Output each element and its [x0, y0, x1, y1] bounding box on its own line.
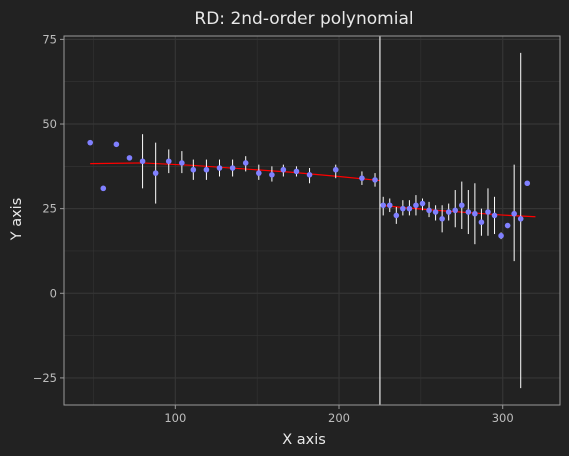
- x-tick-label: 300: [492, 411, 514, 425]
- data-point: [190, 166, 197, 173]
- data-point: [485, 209, 491, 215]
- y-tick-label: 50: [42, 117, 57, 131]
- y-tick-label: −25: [33, 371, 57, 385]
- data-point: [113, 141, 120, 148]
- data-point: [432, 209, 439, 215]
- data-point: [139, 158, 146, 165]
- data-point: [269, 171, 275, 178]
- data-point: [179, 160, 185, 166]
- y-tick-label: 0: [50, 286, 57, 300]
- data-point: [255, 170, 262, 176]
- data-point: [380, 202, 387, 209]
- data-point: [280, 166, 287, 173]
- data-point: [372, 177, 378, 183]
- data-point: [498, 232, 504, 239]
- x-axis-title: X axis: [282, 432, 326, 448]
- data-point: [504, 222, 511, 229]
- data-point: [165, 158, 172, 165]
- data-point: [491, 212, 498, 219]
- data-point: [386, 202, 393, 209]
- y-tick-label: 25: [42, 202, 57, 216]
- axis-ticks: 100 200 300 −25 0 25 50 75: [33, 32, 514, 425]
- data-point: [152, 170, 159, 176]
- data-point: [332, 166, 339, 173]
- data-points: [87, 139, 531, 239]
- data-point: [524, 180, 531, 187]
- x-tick-label: 200: [328, 411, 350, 425]
- grid-lines: [64, 36, 560, 405]
- chart-title: RD: 2nd-order polynomial: [194, 9, 413, 29]
- data-point: [400, 205, 406, 212]
- error-bars: [142, 52, 522, 389]
- panel-border: [63, 35, 561, 406]
- data-point: [203, 166, 210, 173]
- data-point: [87, 139, 93, 146]
- data-point: [216, 165, 223, 171]
- data-point: [419, 200, 426, 207]
- data-point: [406, 205, 413, 212]
- data-point: [413, 202, 419, 209]
- data-point: [439, 216, 445, 222]
- data-point: [426, 207, 432, 214]
- x-tick-label: 100: [164, 411, 186, 425]
- data-point: [458, 202, 465, 209]
- data-point: [445, 209, 452, 215]
- data-point: [126, 155, 133, 161]
- data-point: [100, 185, 107, 192]
- data-point: [242, 160, 249, 166]
- y-axis-title: Y axis: [9, 198, 25, 242]
- y-tick-label: 75: [42, 32, 57, 46]
- data-point: [306, 171, 313, 178]
- data-point: [517, 216, 524, 222]
- data-point: [478, 219, 485, 225]
- data-point: [465, 209, 472, 215]
- data-point: [229, 165, 236, 171]
- data-point: [511, 210, 517, 217]
- data-point: [393, 212, 400, 219]
- data-point: [452, 207, 459, 214]
- data-point: [359, 175, 365, 181]
- data-point: [472, 210, 478, 217]
- data-point: [293, 168, 300, 175]
